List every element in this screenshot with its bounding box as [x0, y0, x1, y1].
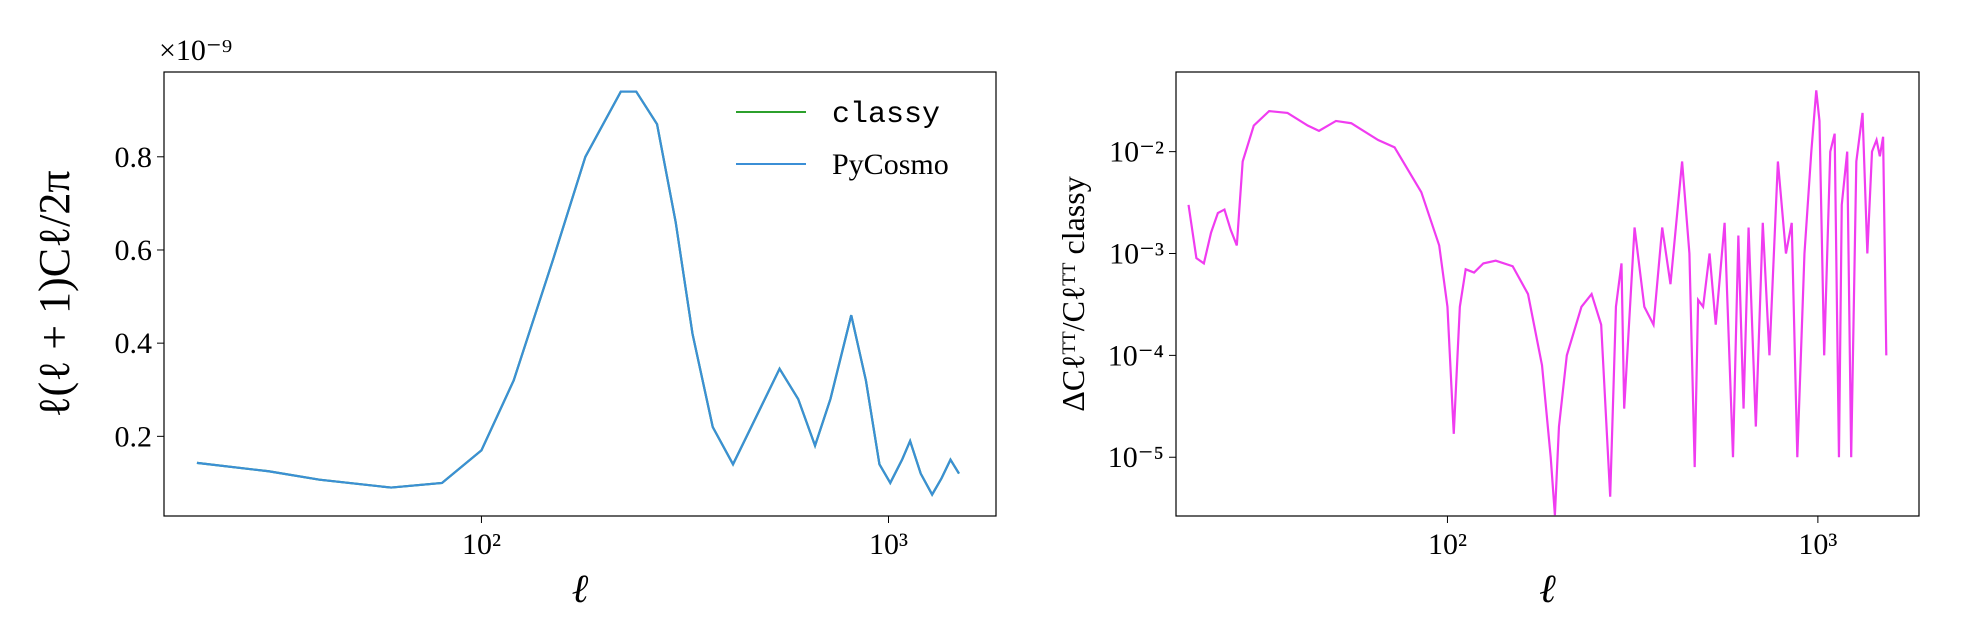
y-tick-label: 0.2: [115, 420, 153, 453]
data-line: [1187, 90, 1888, 516]
offset-text: ×10⁻⁹: [159, 34, 232, 67]
x-tick-label: 10²: [462, 528, 501, 561]
x-tick-label: 10³: [869, 528, 908, 561]
x-tick-label: 10²: [1428, 528, 1467, 561]
y-tick-label: 0.8: [115, 141, 153, 174]
y-tick-label: 10⁻⁵: [1108, 441, 1164, 474]
legend-label: PyCosmo: [832, 148, 949, 181]
y-tick-label: 10⁻²: [1109, 136, 1164, 169]
plot-frame: [163, 71, 997, 517]
y-axis-label: ℓ(ℓ + 1)Cℓ/2π: [30, 170, 79, 417]
y-axis-label: ΔCℓᵀᵀ/Cℓᵀᵀ classy: [1055, 176, 1091, 411]
x-axis-label: ℓ: [1539, 566, 1556, 611]
y-tick-label: 10⁻⁴: [1108, 339, 1164, 372]
y-tick-label: 0.4: [115, 327, 153, 360]
x-tick-label: 10³: [1798, 528, 1837, 561]
legend-label: classy: [832, 98, 940, 132]
x-axis-label: ℓ: [572, 566, 589, 611]
data-line: [196, 90, 960, 497]
plot-frame: [1175, 71, 1920, 517]
y-tick-label: 10⁻³: [1109, 238, 1164, 271]
y-tick-label: 0.6: [115, 234, 153, 267]
